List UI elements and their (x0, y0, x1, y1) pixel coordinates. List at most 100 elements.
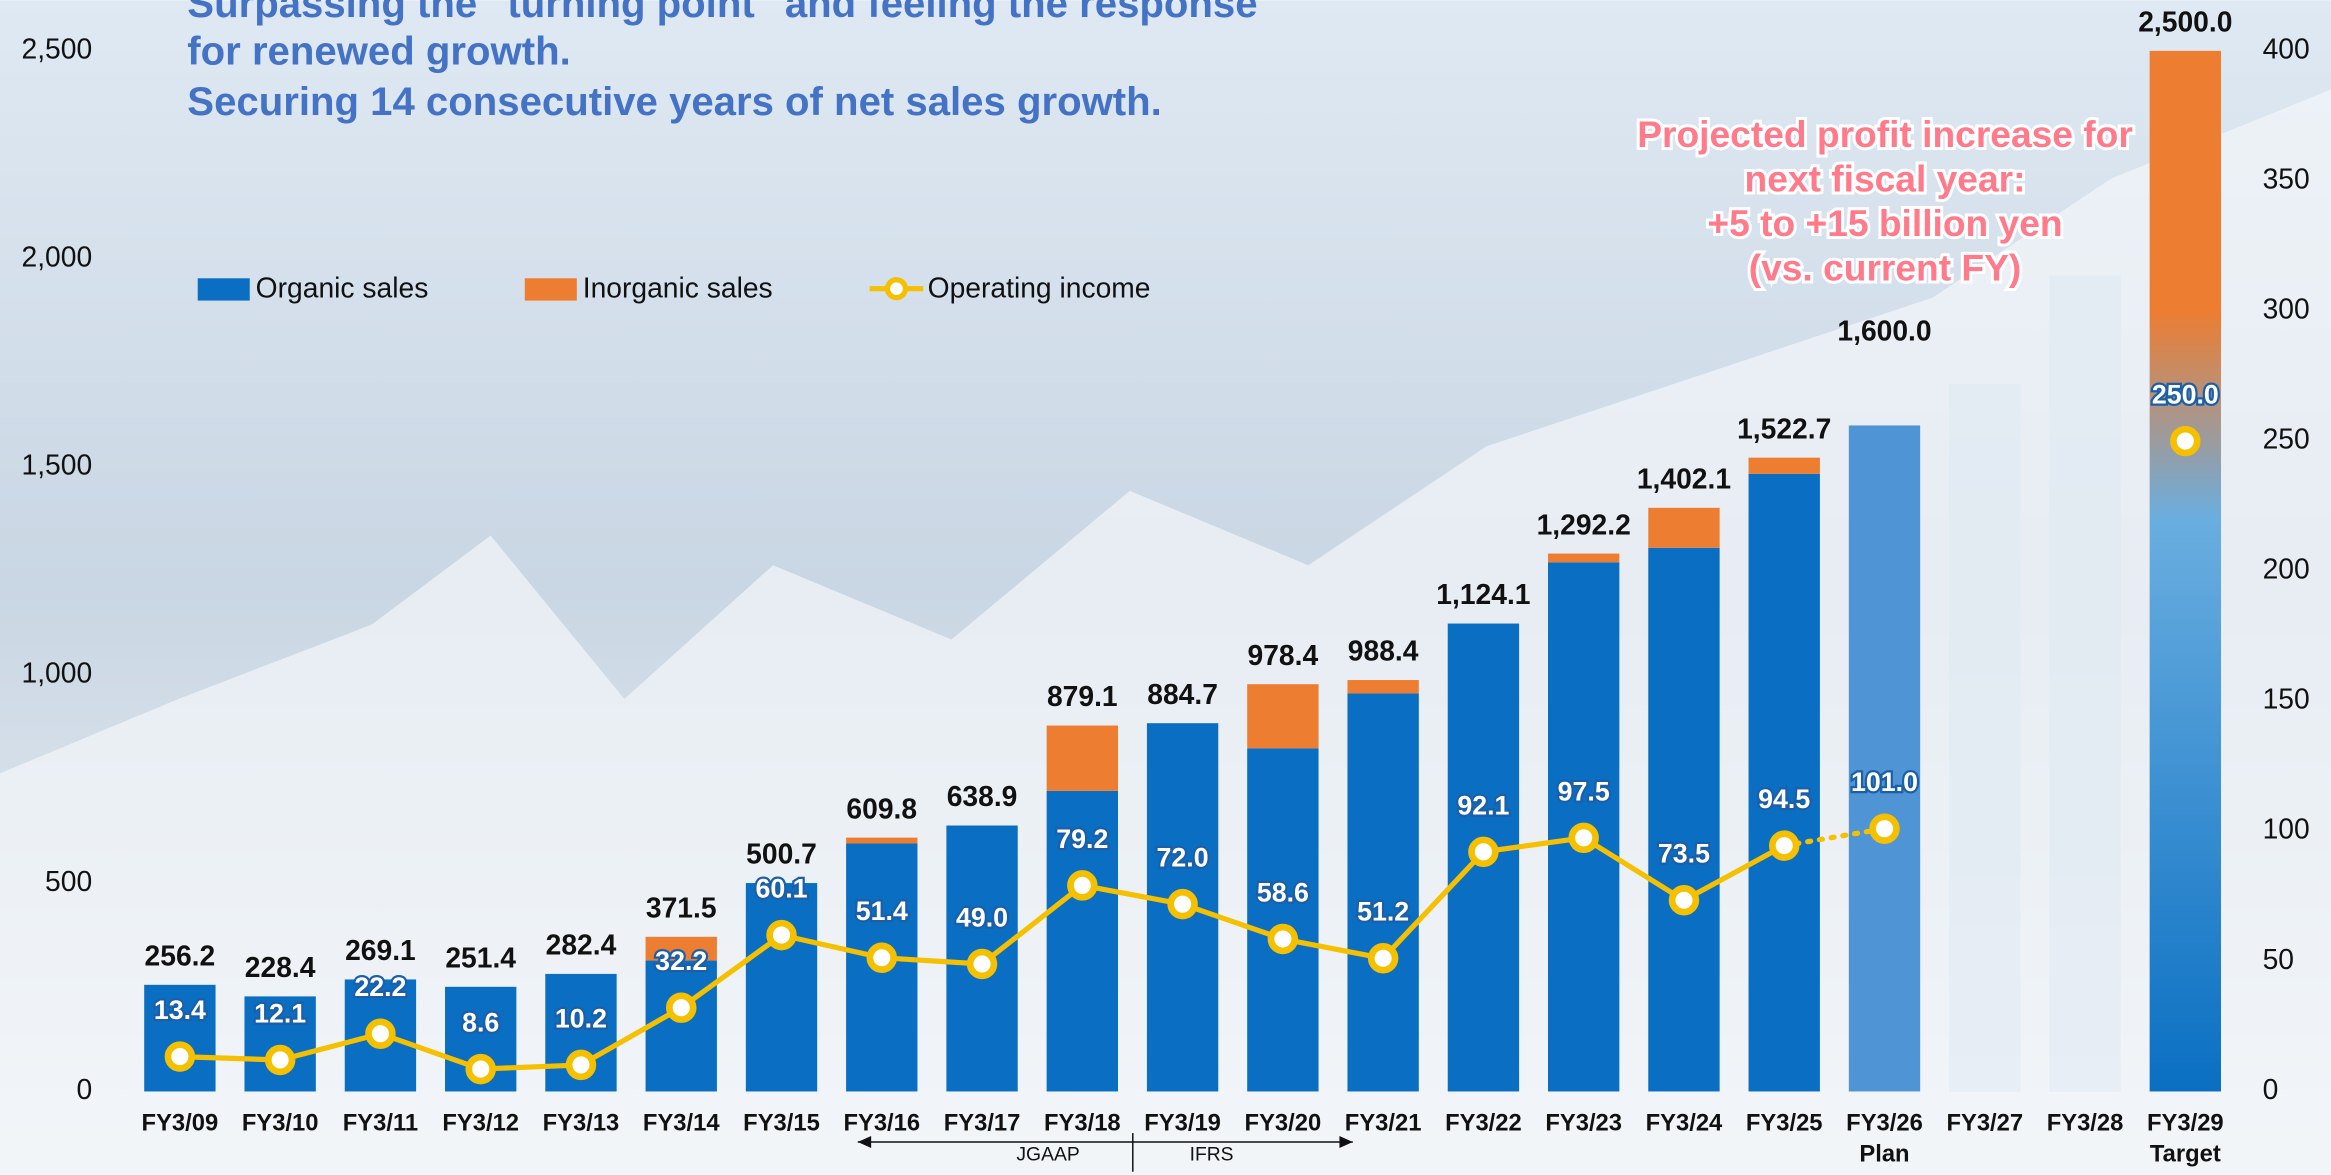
total-label: 1,292.2 (1537, 508, 1631, 540)
line-point (2173, 429, 2197, 453)
total-label: 500.7 (746, 838, 817, 870)
x-tick-label: FY3/15 (743, 1109, 820, 1136)
y-tick-label: 1,000 (22, 657, 93, 689)
legend-swatch (888, 280, 906, 298)
value-label: 8.6 (462, 1008, 499, 1038)
y2-tick-label: 150 (2263, 683, 2310, 715)
total-label: 1,124.1 (1436, 578, 1530, 610)
x-tick-label: FY3/28 (2047, 1109, 2124, 1136)
line-point (1472, 840, 1496, 864)
x-tick-label: FY3/10 (242, 1109, 319, 1136)
x-tick-label: FY3/22 (1445, 1109, 1522, 1136)
bar-organic (1347, 693, 1418, 1091)
line-point (970, 952, 994, 976)
value-label: 73.5 (1658, 839, 1710, 869)
x-tick-label: FY3/19 (1144, 1109, 1221, 1136)
value-label: 92.1 (1457, 790, 1509, 820)
value-label: 60.1 (755, 874, 807, 904)
y-tick-label: 2,500 (22, 32, 93, 64)
bar-organic (2049, 276, 2120, 1092)
value-label: 101.0 (1851, 767, 1918, 797)
annotation: +5 to +15 billion yen (1707, 202, 2062, 244)
total-label: 1,600.0 (1837, 315, 1931, 347)
total-label: 256.2 (145, 940, 216, 972)
bar-organic (1749, 474, 1820, 1092)
line-point (268, 1048, 292, 1072)
total-label: 988.4 (1348, 635, 1419, 667)
total-label: 978.4 (1248, 639, 1319, 671)
total-label: 879.1 (1047, 680, 1118, 712)
x-tick-label: FY3/13 (543, 1109, 620, 1136)
bar-inorganic (1648, 508, 1719, 548)
bar-organic (746, 883, 817, 1091)
value-label: 72.0 (1157, 843, 1209, 873)
y2-tick-label: 400 (2263, 32, 2310, 64)
value-label: 250.0 (2152, 380, 2219, 410)
y2-tick-label: 100 (2263, 813, 2310, 845)
value-label: 51.4 (856, 896, 908, 926)
bar-target (2150, 51, 2221, 1092)
bar-inorganic (1347, 680, 1418, 693)
x-tick-sublabel: Plan (1859, 1141, 1909, 1168)
total-label: 269.1 (345, 934, 416, 966)
value-label: 97.5 (1558, 776, 1610, 806)
y-tick-label: 1,500 (22, 449, 93, 481)
total-label: 371.5 (646, 892, 717, 924)
value-label: 79.2 (1056, 824, 1108, 854)
bar-inorganic (846, 838, 917, 844)
total-label: 282.4 (546, 929, 617, 961)
bar-organic (646, 961, 717, 1092)
line-point (1271, 927, 1295, 951)
line-point (1873, 817, 1897, 841)
annotation: Projected profit increase for (1637, 113, 2133, 155)
y2-tick-label: 250 (2263, 423, 2310, 455)
line-point (1070, 874, 1094, 898)
total-label: 609.8 (846, 792, 917, 824)
line-point (569, 1053, 593, 1077)
line-point (1171, 892, 1195, 916)
value-label: 51.2 (1357, 897, 1409, 927)
x-tick-label: FY3/21 (1345, 1109, 1422, 1136)
line-point (1672, 888, 1696, 912)
legend-swatch (198, 278, 250, 300)
value-label: 49.0 (956, 902, 1008, 932)
y2-tick-label: 200 (2263, 553, 2310, 585)
total-label: 2,500.0 (2138, 6, 2232, 38)
line-point (870, 946, 894, 970)
line-point (1572, 826, 1596, 850)
value-label: 22.2 (354, 972, 406, 1002)
legend-label: Inorganic sales (583, 272, 773, 304)
x-tick-label: FY3/14 (643, 1109, 720, 1136)
bar-inorganic (1749, 458, 1820, 474)
value-label: 94.5 (1758, 784, 1810, 814)
x-tick-label: FY3/25 (1746, 1109, 1823, 1136)
legend-label: Operating income (928, 272, 1151, 304)
total-label: 228.4 (245, 951, 316, 983)
y-tick-label: 500 (45, 865, 92, 897)
line-point (770, 923, 794, 947)
y2-tick-label: 50 (2263, 943, 2294, 975)
x-tick-label: FY3/23 (1545, 1109, 1622, 1136)
chart: Surpassing the "turning point" and feeli… (0, 0, 2331, 1175)
bar-inorganic (1247, 684, 1318, 748)
y2-tick-label: 350 (2263, 162, 2310, 194)
x-tick-label: FY3/18 (1044, 1109, 1121, 1136)
line-point (1772, 834, 1796, 858)
line-point (669, 996, 693, 1020)
total-label: 1,402.1 (1637, 463, 1731, 495)
annotation: next fiscal year: (1745, 157, 2026, 199)
line-point (168, 1045, 192, 1069)
annotation: (vs. current FY) (1749, 247, 2022, 289)
bar-organic (1247, 748, 1318, 1091)
total-label: 638.9 (947, 780, 1018, 812)
value-label: 10.2 (555, 1003, 607, 1033)
accounting-label: JGAAP (1016, 1144, 1079, 1165)
bar-inorganic (1047, 726, 1118, 791)
bar-organic (1949, 384, 2020, 1092)
total-label: 1,522.7 (1737, 412, 1831, 444)
title-line: Surpassing the "turning point" and feeli… (187, 0, 1257, 26)
bar-inorganic (1548, 554, 1619, 563)
y2-tick-label: 0 (2263, 1073, 2279, 1105)
y2-tick-label: 300 (2263, 292, 2310, 324)
x-tick-label: FY3/11 (343, 1109, 418, 1136)
